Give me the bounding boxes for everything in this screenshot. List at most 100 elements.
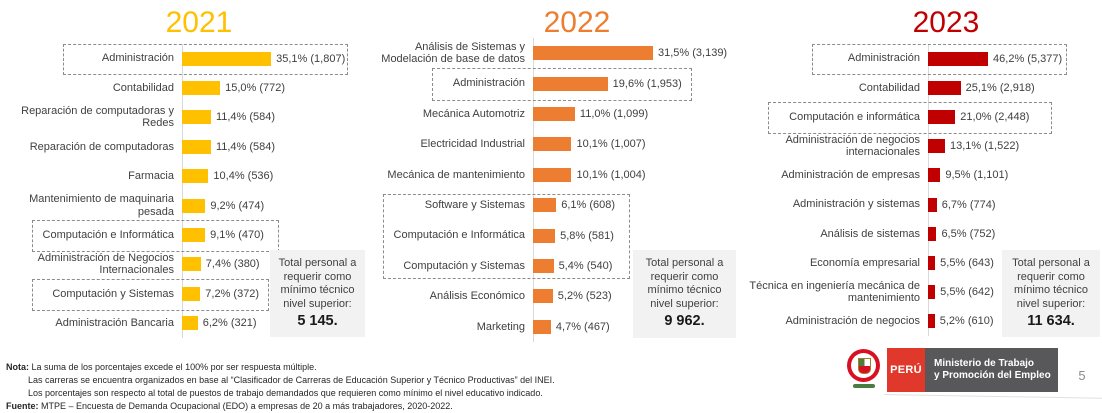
category-label: Marketing xyxy=(476,320,525,333)
chart-row: Computación e informática 21,0% (2,448) xyxy=(740,102,1102,131)
category-label: Mecánica de mantenimiento xyxy=(387,168,525,181)
value-label: 35,1% (1,807) xyxy=(276,52,346,65)
bar xyxy=(928,197,937,212)
bar xyxy=(533,228,556,243)
category-label: Reparación de computadoras y Redes xyxy=(21,104,174,130)
peru-coat-of-arms-icon xyxy=(846,349,882,391)
chart-row: Administración de negocios 5,2% (610) xyxy=(740,307,1102,336)
category-label: Mantenimiento de maquinaria pesada xyxy=(29,193,174,218)
value-label: 9,1% (470) xyxy=(210,229,264,242)
value-label: 11,4% (584) xyxy=(215,140,276,153)
category-label: Farmacia xyxy=(128,170,174,183)
total-note-number: 9 962. xyxy=(664,313,705,329)
chart-row: Reparación de computadoras y Redes 11,4% … xyxy=(0,103,370,132)
chart-row: Administración de empresas 9,5% (1,101) xyxy=(740,161,1102,190)
chart-row: Administración 46,2% (5,377) xyxy=(740,44,1102,73)
footnote-line: Fuente: MTPE – Encuesta de Demanda Ocupa… xyxy=(6,400,555,413)
category-label: Economía empresarial xyxy=(809,256,920,269)
bar xyxy=(182,198,206,213)
ministry-line-1: Ministerio de Trabajo xyxy=(934,358,1035,369)
value-label: 5,4% (540) xyxy=(558,259,613,272)
chart-row: Reparación de computadoras 11,4% (584) xyxy=(0,132,370,161)
total-note-number: 11 634. xyxy=(1027,313,1075,329)
chart-row: Administración 35,1% (1,807) xyxy=(0,44,370,73)
fuente-label: Fuente: xyxy=(6,401,39,411)
bar xyxy=(928,314,935,329)
chart-row: Computación y Sistemas 5,4% (540) xyxy=(370,251,740,281)
value-label: 9,2% (474) xyxy=(210,199,265,212)
total-note-text: Total personal a requerir como mínimo té… xyxy=(278,257,357,310)
value-label: 7,2% (372) xyxy=(205,287,260,300)
value-label: 5,2% (523) xyxy=(557,290,612,303)
chart-row: Administración y sistemas 6,7% (774) xyxy=(740,190,1102,219)
category-label: Administración xyxy=(847,52,920,65)
value-label: 5,8% (581) xyxy=(560,229,614,242)
value-label: 21,0% (2,448) xyxy=(960,110,1030,123)
category-label: Análisis Económico xyxy=(429,290,525,303)
bar xyxy=(533,137,572,152)
value-label: 6,5% (752) xyxy=(941,227,996,240)
value-label: 11,4% (584) xyxy=(215,111,276,124)
chart-row: Mecánica de mantenimiento 10,1% (1,004) xyxy=(370,160,740,190)
value-label: 6,1% (608) xyxy=(561,199,616,212)
bar xyxy=(533,319,551,334)
bar xyxy=(182,81,221,96)
category-label: Software y Sistemas xyxy=(424,198,525,211)
category-label: Computación e Informática xyxy=(42,228,174,241)
value-label: 13,1% (1,522) xyxy=(950,140,1020,153)
chart-row: Economía empresarial 5,5% (643) xyxy=(740,248,1102,277)
bar xyxy=(182,110,211,125)
value-label: 25,1% (2,918) xyxy=(965,81,1035,94)
chart-title: 2023 xyxy=(912,6,980,39)
category-label: Computación y Sistemas xyxy=(52,287,174,300)
category-label: Computación e informática xyxy=(789,110,920,123)
bar xyxy=(533,76,608,91)
nota-label: Nota: xyxy=(6,362,29,372)
emblem-shield xyxy=(858,358,871,374)
ministry-line-2: y Promoción del Empleo xyxy=(934,370,1051,381)
chart-row: Administración Bancaria 6,2% (321) xyxy=(0,309,370,338)
bar xyxy=(182,51,272,66)
chart-row: Computación y Sistemas 7,2% (372) xyxy=(0,279,370,308)
chart-title: 2021 xyxy=(165,6,233,39)
chart-row: Administración de negocios internacional… xyxy=(740,132,1102,161)
footnotes: Nota: La suma de los porcentajes excede … xyxy=(6,361,555,413)
bar xyxy=(533,198,557,213)
chart-row: Contabilidad 25,1% (2,918) xyxy=(740,73,1102,102)
value-label: 19,6% (1,953) xyxy=(612,77,682,90)
bar xyxy=(928,51,989,66)
category-label: Administración xyxy=(101,52,174,65)
bar xyxy=(182,228,206,243)
total-note-text: Total personal a requerir como mínimo té… xyxy=(1012,257,1090,310)
nota-text-2: Las carreras se encuentra organizados en… xyxy=(28,375,555,385)
value-label: 5,5% (642) xyxy=(940,286,994,299)
bar xyxy=(182,286,201,301)
chart-row: Técnica en ingeniería mecánica de manten… xyxy=(740,278,1102,307)
category-label: Contabilidad xyxy=(112,81,174,94)
bar xyxy=(928,285,936,300)
peru-wordmark: PERÚ xyxy=(887,348,925,392)
bar xyxy=(928,226,937,241)
value-label: 5,2% (610) xyxy=(939,315,994,328)
bar xyxy=(182,169,209,184)
category-label: Administración de Negocios Internacional… xyxy=(37,251,174,277)
category-label: Administración de negocios xyxy=(785,315,920,328)
nota-text-1: La suma de los porcentajes excede el 100… xyxy=(31,362,317,372)
bar xyxy=(182,316,198,331)
emblem-laurel xyxy=(853,384,875,388)
category-label: Análisis de sistemas xyxy=(820,227,920,240)
axis-line xyxy=(182,44,183,338)
category-label: Mecánica Automotriz xyxy=(422,107,525,120)
chart-title: 2022 xyxy=(543,6,611,39)
footnote-line: Nota: La suma de los porcentajes excede … xyxy=(6,361,555,374)
category-label: Administración xyxy=(452,77,525,90)
value-label: 9,5% (1,101) xyxy=(945,169,1009,182)
value-label: 10,4% (536) xyxy=(213,170,274,183)
value-label: 10,1% (1,007) xyxy=(576,138,646,151)
chart-row: Análisis de Sistemas y Modelación de bas… xyxy=(370,38,740,68)
page-number: 5 xyxy=(1078,368,1086,383)
bar xyxy=(928,255,936,270)
ministry-name: Ministerio de Trabajo y Promoción del Em… xyxy=(925,348,1058,392)
category-label: Computación y Sistemas xyxy=(403,259,525,272)
